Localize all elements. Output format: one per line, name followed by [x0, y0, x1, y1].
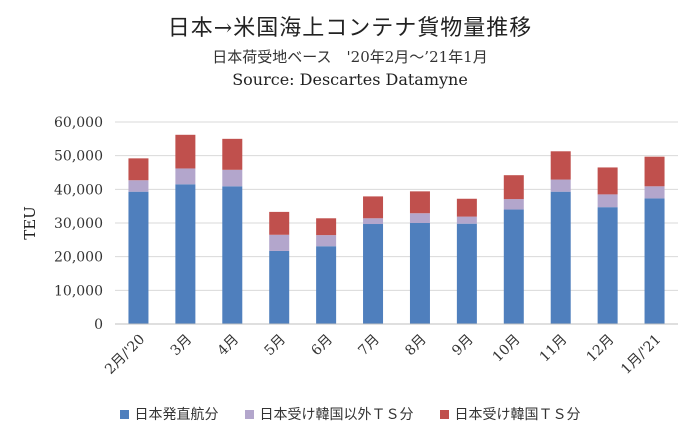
bar-segment — [269, 250, 290, 324]
x-tick-label: 12月 — [584, 332, 618, 366]
bar-segment — [175, 184, 196, 324]
x-tick-label: 4月 — [215, 332, 243, 360]
y-tick-label: 30,000 — [54, 216, 103, 232]
y-tick-label: 20,000 — [54, 250, 103, 266]
chart-legend: 日本発直航分 日本受け韓国以外ＴＳ分 日本受け韓国ＴＳ分 — [0, 404, 700, 424]
legend-swatch — [439, 409, 449, 419]
bar-segment — [128, 158, 149, 181]
bar-segment — [175, 168, 196, 185]
bar-segment — [128, 191, 149, 324]
legend-swatch — [119, 409, 129, 419]
x-tick-label: 3月 — [168, 332, 196, 360]
legend-label: 日本受け韓国以外ＴＳ分 — [259, 407, 414, 423]
bar-segment — [222, 169, 243, 187]
bar-segment — [503, 199, 524, 210]
bar-segment — [409, 213, 430, 223]
x-tick-label: 5月 — [262, 332, 290, 360]
bar-segment — [456, 216, 477, 224]
bar-segment — [363, 218, 384, 225]
bar-segment — [644, 198, 665, 324]
bar-segment — [409, 191, 430, 214]
bar-segment — [644, 186, 665, 199]
bar-segment — [456, 198, 477, 217]
x-tick-label: 10月 — [490, 332, 524, 366]
chart-subtitle: 日本荷受地ベース '20年2月～’21年1月 — [212, 48, 488, 66]
y-tick-label: 60,000 — [54, 115, 103, 131]
bar-segment — [222, 138, 243, 170]
bar-segment — [316, 218, 337, 236]
x-tick-label: 1月/'21 — [618, 332, 664, 378]
bar-segment — [550, 151, 571, 180]
bar-segment — [175, 134, 196, 169]
legend-label: 日本発直航分 — [134, 407, 219, 423]
x-tick-label: 6月 — [308, 332, 336, 360]
bar-segment — [269, 234, 290, 251]
y-tick-label: 0 — [94, 317, 103, 333]
bar-segment — [644, 156, 665, 187]
x-tick-label: 7月 — [355, 332, 383, 360]
y-axis-label: TEU — [21, 206, 39, 240]
bar-segment — [550, 179, 571, 192]
y-tick-label: 50,000 — [54, 149, 103, 165]
bar-segment — [503, 209, 524, 324]
bar-segment — [550, 191, 571, 324]
x-tick-label: 11月 — [537, 332, 571, 366]
legend-item: 日本受け韓国以外ＴＳ分 — [244, 404, 414, 424]
bar-segment — [363, 196, 384, 219]
bar-segment — [316, 235, 337, 247]
bar-segment — [409, 223, 430, 324]
bar-segment — [503, 175, 524, 200]
bar-segment — [597, 207, 618, 324]
y-tick-label: 40,000 — [54, 182, 103, 198]
legend-item: 日本受け韓国ＴＳ分 — [439, 404, 581, 424]
bar-segment — [269, 211, 290, 235]
x-tick-label: 8月 — [402, 332, 430, 360]
bar-segment — [222, 186, 243, 324]
bar-segment — [316, 246, 337, 324]
bar-segment — [128, 180, 149, 192]
legend-item: 日本発直航分 — [119, 404, 219, 424]
chart-titles: 日本→米国海上コンテナ貨物量推移 日本荷受地ベース '20年2月～’21年1月 … — [0, 0, 700, 89]
legend-swatch — [244, 409, 254, 419]
bar-segment — [456, 223, 477, 324]
y-tick-label: 10,000 — [54, 283, 103, 299]
x-tick-label: 2月/'20 — [102, 332, 148, 378]
chart-title: 日本→米国海上コンテナ貨物量推移 — [167, 16, 533, 41]
bar-segment — [363, 224, 384, 324]
bar-segment — [597, 194, 618, 208]
legend-label: 日本受け韓国ＴＳ分 — [454, 407, 581, 423]
chart-source: Source: Descartes Datamyne — [232, 70, 468, 89]
bar-segment — [597, 167, 618, 195]
x-tick-label: 9月 — [449, 332, 477, 360]
